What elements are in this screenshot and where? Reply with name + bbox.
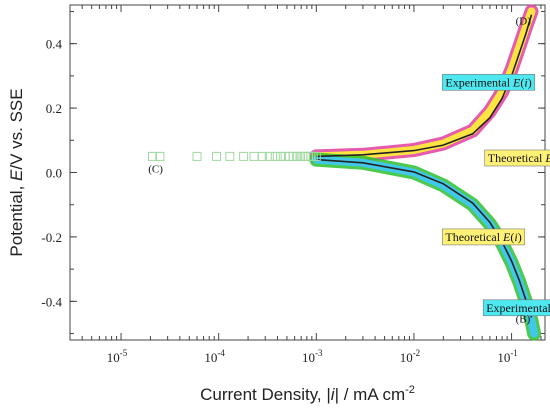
annotation-label: Theoretical E(i): [484, 149, 550, 167]
y-axis-title: Potential, E/V vs. SSE: [7, 88, 26, 256]
annotation-box: [442, 228, 526, 246]
annotation-box: [442, 74, 536, 91]
cathodic-theo-line: [316, 158, 533, 318]
ocp-point: [212, 151, 222, 161]
y-tick-label: -0.2: [41, 230, 62, 245]
y-tick-label: -0.4: [41, 294, 62, 309]
ocp-point: [257, 151, 267, 161]
plot-frame: [69, 4, 546, 341]
ocp-point: [249, 151, 259, 161]
ocp-point: [148, 151, 158, 161]
ocp-point: [192, 151, 202, 161]
x-tick-label: 10-1: [497, 348, 517, 365]
point-label: (C): [148, 164, 163, 176]
x-tick-label: 10-4: [204, 348, 225, 365]
annotation-text: Experimental E(i): [486, 301, 550, 315]
point-label: (B): [516, 313, 531, 325]
ocp-point: [270, 151, 280, 161]
y-tick-label: 0.2: [46, 101, 62, 116]
ocp-point: [155, 151, 165, 161]
annotation-text: Theoretical E(i): [445, 230, 521, 244]
x-axis-title: Current Density, |i| / mA cm-2: [200, 384, 415, 404]
ocp-point: [298, 151, 308, 161]
x-tick-label: 10-3: [302, 348, 323, 365]
ocp-point: [311, 151, 321, 161]
ocp-point: [301, 151, 311, 161]
annotation-label: Theoretical E(i): [442, 228, 526, 246]
annotation-box: [484, 149, 550, 167]
y-tick-label: 0.4: [46, 37, 63, 52]
annotation-label: Experimental E(i): [442, 74, 536, 91]
anodic-theo-line: [316, 14, 533, 158]
point-label: (D): [516, 15, 532, 27]
annotation-text: Experimental E(i): [445, 75, 531, 89]
y-tick-label: 0.0: [46, 166, 62, 181]
annotation-box: [482, 299, 550, 317]
x-tick-label: 10-2: [400, 348, 421, 365]
x-tick-label: 10-5: [107, 348, 128, 365]
ocp-point: [264, 151, 274, 161]
ocp-point: [225, 151, 235, 161]
ocp-point: [239, 151, 249, 161]
ocp-point: [276, 151, 286, 161]
annotation-label: Experimental E(i): [482, 299, 550, 317]
annotation-text: Theoretical E(i): [488, 151, 550, 165]
